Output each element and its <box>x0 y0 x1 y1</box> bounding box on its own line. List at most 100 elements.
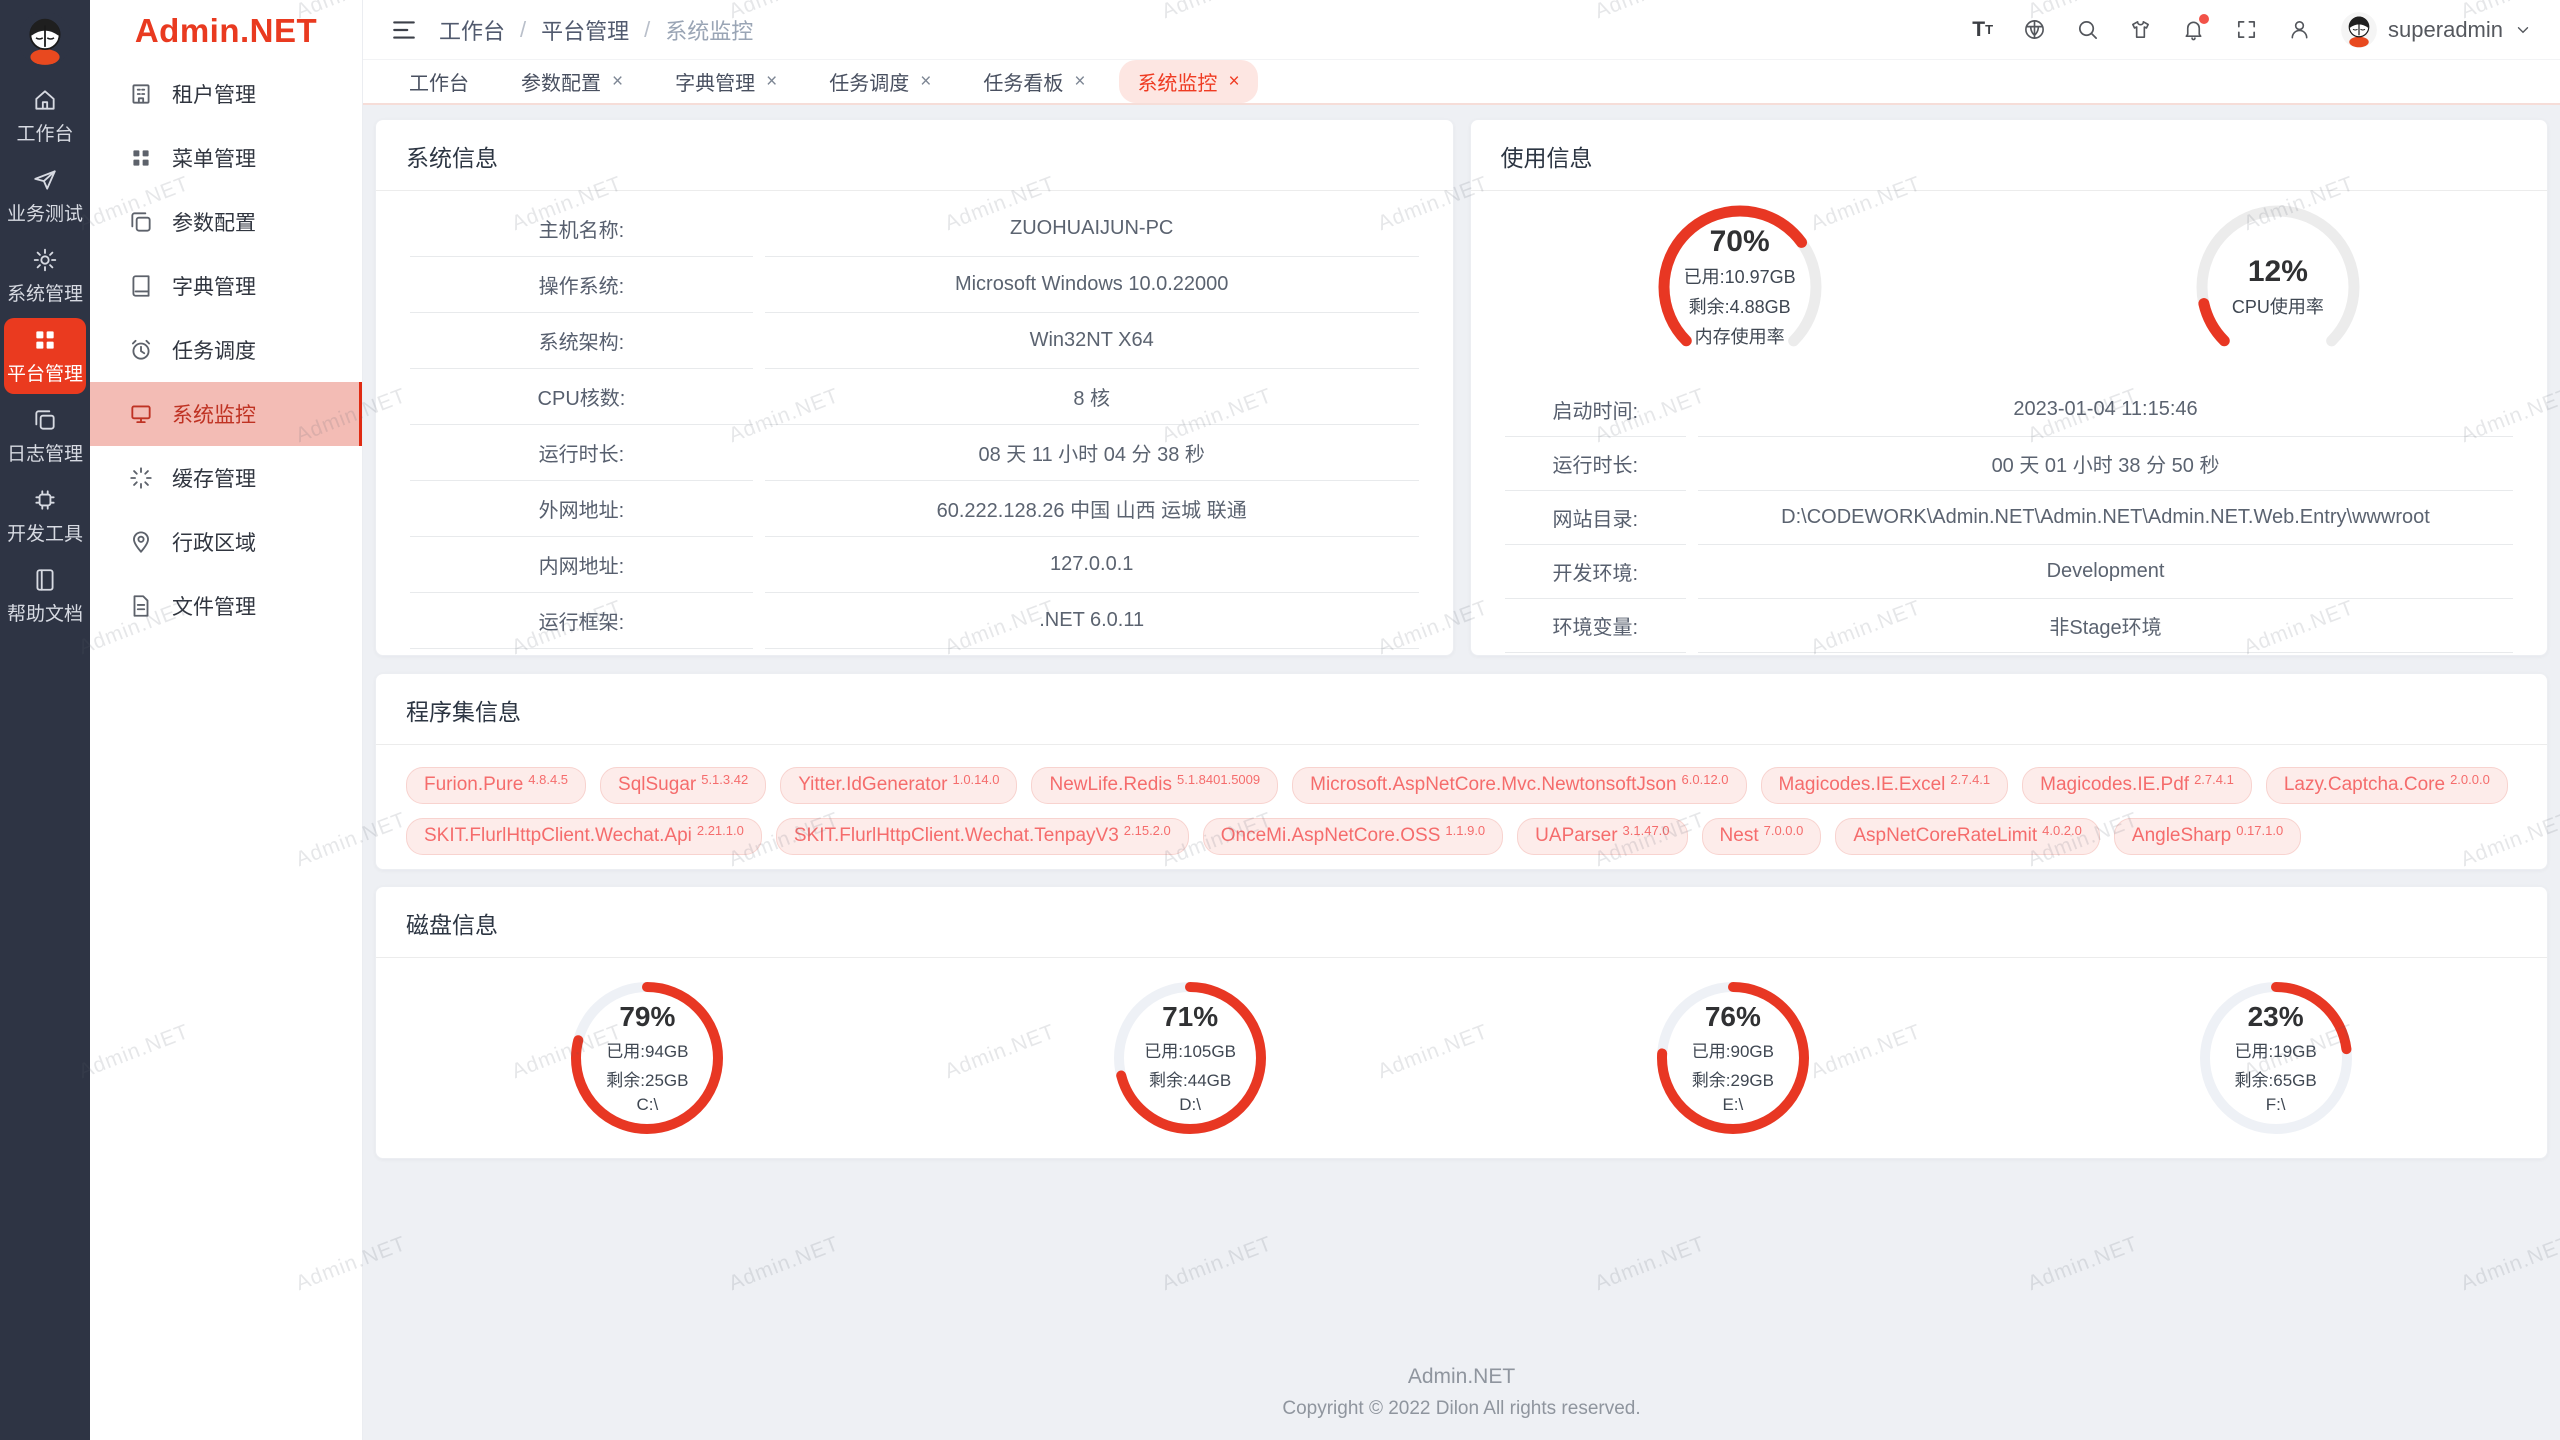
gauge-percent: 79% <box>619 1001 676 1032</box>
gauge-percent: 12% <box>2247 255 2308 288</box>
info-row: 运行时长: 08 天 11 小时 04 分 38 秒 <box>410 425 1419 481</box>
gauge-line: 已用:10.97GB <box>1683 267 1796 287</box>
notifications-bell-icon[interactable] <box>2182 14 2210 41</box>
user-icon[interactable] <box>2288 18 2311 41</box>
tab-close-icon[interactable]: × <box>1228 71 1240 92</box>
loading-icon <box>130 467 152 489</box>
tab-schedule[interactable]: 任务调度 × <box>811 60 949 103</box>
rail-item-system-mgmt[interactable]: 系统管理 <box>4 238 86 314</box>
rail-item-help-docs[interactable]: 帮助文档 <box>4 558 86 634</box>
assembly-tag: UAParser 3.1.47.0 <box>1517 817 1688 855</box>
tab-label: 任务调度 <box>829 73 910 95</box>
collapse-menu-icon[interactable] <box>391 17 417 43</box>
book-icon <box>36 569 54 591</box>
rail-item-label: 工作台 <box>16 124 74 145</box>
theme-skin-icon[interactable] <box>2129 18 2152 41</box>
map-pin-icon <box>133 531 149 553</box>
gauge-percent: 71% <box>1162 1001 1219 1032</box>
info-label: CPU核数: <box>410 369 753 425</box>
sidebar-item-tenant[interactable]: 租户管理 <box>90 62 362 126</box>
gauge-line: CPU使用率 <box>2231 297 2324 317</box>
mascot-logo-icon <box>18 12 72 66</box>
info-row: 内网地址: 127.0.0.1 <box>410 537 1419 593</box>
sidebar-item-menu[interactable]: 菜单管理 <box>90 126 362 190</box>
assembly-tag: Magicodes.IE.Excel 2.7.4.1 <box>1760 767 2009 804</box>
info-label: 网站目录: <box>1504 491 1687 545</box>
disk-gauge-e: 76% 已用:90GB 剩余:29GB E:\ <box>1653 978 1813 1138</box>
sidebar-item-dict[interactable]: 字典管理 <box>90 254 362 318</box>
tab-close-icon[interactable]: × <box>1074 71 1086 92</box>
breadcrumb-item[interactable]: 工作台 <box>439 18 506 44</box>
rail-item-business-test[interactable]: 业务测试 <box>4 158 86 234</box>
assembly-tag: Microsoft.AspNetCore.Mvc.NewtonsoftJson 6… <box>1292 767 1747 804</box>
usage-info-card: 使用信息 70% 已用:10.97GB 剩余:4.88GB <box>1469 119 2548 656</box>
assembly-tag: SqlSugar 5.1.3.42 <box>600 767 767 804</box>
tab-workbench[interactable]: 工作台 <box>391 60 487 103</box>
tab-close-icon[interactable]: × <box>920 71 932 92</box>
rail-item-workbench[interactable]: 工作台 <box>4 78 86 154</box>
gauge-line: 已用:105GB <box>1144 1042 1236 1061</box>
sidebar-item-region[interactable]: 行政区域 <box>90 510 362 574</box>
sidebar-item-config[interactable]: 参数配置 <box>90 190 362 254</box>
info-row: 操作系统: Microsoft Windows 10.0.22000 <box>410 257 1419 313</box>
menu-grid-icon <box>133 150 149 166</box>
tab-close-icon[interactable]: × <box>612 71 624 92</box>
assembly-tag: Nest 7.0.0.0 <box>1701 817 1822 855</box>
gauge-line: 剩余:29GB <box>1691 1071 1774 1090</box>
sidebar-item-schedule[interactable]: 任务调度 <box>90 318 362 382</box>
info-label: 运行时长: <box>1504 437 1687 491</box>
assembly-tag: SKIT.FlurlHttpClient.Wechat.TenpayV3 2.15… <box>775 817 1189 855</box>
gauge-line: 已用:19GB <box>2234 1042 2317 1061</box>
sidebar-item-label: 行政区域 <box>172 532 256 555</box>
sidebar-item-files[interactable]: 文件管理 <box>90 574 362 638</box>
username: superadmin <box>2388 16 2503 42</box>
file-icon <box>133 595 149 617</box>
primary-rail: 工作台 业务测试 系统管理 平台管理 日志管理 开发工具 帮助文档 <box>0 0 90 1440</box>
fullscreen-icon[interactable] <box>2235 18 2258 41</box>
chevron-down-icon <box>2517 26 2529 33</box>
tab-monitor[interactable]: 系统监控 × <box>1119 60 1258 103</box>
info-label: 环境变量: <box>1504 599 1687 653</box>
rail-item-dev-tools[interactable]: 开发工具 <box>4 478 86 554</box>
disk-gauge-d: 71% 已用:105GB 剩余:44GB D:\ <box>1110 978 1270 1138</box>
info-label: 运行时长: <box>410 425 753 481</box>
rail-item-log-mgmt[interactable]: 日志管理 <box>4 398 86 474</box>
memory-usage-gauge: 70% 已用:10.97GB 剩余:4.88GB 内存使用率 <box>1655 202 1825 372</box>
info-value: 08 天 11 小时 04 分 38 秒 <box>764 425 1419 481</box>
search-icon[interactable] <box>2076 18 2099 41</box>
info-row: 主机名称: ZUOHUAIJUN-PC <box>410 201 1419 257</box>
tab-label: 工作台 <box>409 73 469 95</box>
sidebar-item-monitor[interactable]: 系统监控 <box>90 382 362 446</box>
building-icon <box>132 84 150 104</box>
sidebar-item-cache[interactable]: 缓存管理 <box>90 446 362 510</box>
assembly-tag: Lazy.Captcha.Core 2.0.0.0 <box>2265 767 2508 804</box>
rail-item-platform-mgmt[interactable]: 平台管理 <box>4 318 86 394</box>
breadcrumb-separator: / <box>520 16 527 42</box>
tab-config[interactable]: 参数配置 × <box>503 60 641 103</box>
gauge-percent: 23% <box>2247 1001 2304 1032</box>
info-label: 外网地址: <box>410 481 753 537</box>
tab-close-icon[interactable]: × <box>766 71 778 92</box>
breadcrumb: 工作台 / 平台管理 / 系统监控 <box>439 14 753 46</box>
info-label: 启动时间: <box>1504 383 1687 437</box>
language-icon[interactable] <box>2023 18 2046 41</box>
rail-item-label: 日志管理 <box>6 444 83 465</box>
info-row: 运行时长: 00 天 01 小时 38 分 50 秒 <box>1504 437 2513 491</box>
tab-dict[interactable]: 字典管理 × <box>657 60 795 103</box>
gauge-line: E:\ <box>1722 1095 1744 1114</box>
grid-icon <box>36 331 54 349</box>
gauge-percent: 76% <box>1704 1001 1761 1032</box>
rail-item-label: 平台管理 <box>6 364 83 385</box>
breadcrumb-item[interactable]: 平台管理 <box>541 18 630 44</box>
gauge-line: 剩余:65GB <box>2234 1071 2317 1090</box>
tab-task-board[interactable]: 任务看板 × <box>965 60 1103 103</box>
gauge-line: D:\ <box>1179 1095 1201 1114</box>
info-label: 内网地址: <box>410 537 753 593</box>
user-menu[interactable]: superadmin <box>2341 11 2532 48</box>
documents-icon <box>35 410 55 430</box>
chip-icon <box>35 490 55 510</box>
gauge-line: 已用:94GB <box>606 1042 689 1061</box>
